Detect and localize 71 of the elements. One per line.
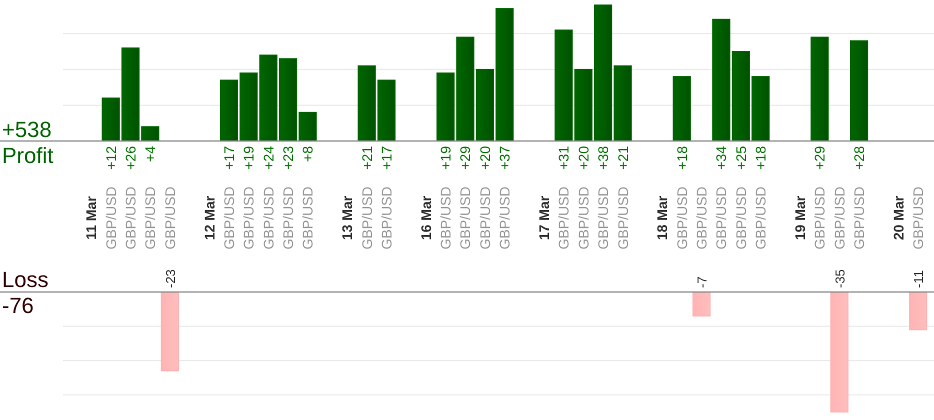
x-tick-label: GBP/USD bbox=[752, 186, 769, 250]
x-tick-label: GBP/USD bbox=[476, 186, 493, 250]
data-label: +12 bbox=[102, 146, 119, 170]
data-label: +20 bbox=[476, 146, 493, 170]
data-label: -11 bbox=[911, 270, 926, 288]
text: +538 bbox=[2, 117, 52, 142]
data-label: +20 bbox=[575, 146, 592, 170]
data-label: +28 bbox=[851, 146, 868, 170]
data-label: -7 bbox=[694, 276, 710, 288]
x-tick-label: GBP/USD bbox=[851, 186, 868, 250]
data-label: +29 bbox=[812, 146, 828, 170]
data-label: +23 bbox=[280, 146, 296, 170]
x-tick-label: GBP/USD bbox=[614, 186, 631, 250]
x-tick-label: GBP/USD bbox=[694, 186, 710, 250]
x-tick-label: GBP/USD bbox=[300, 186, 316, 250]
x-tick-label: 16 Mar bbox=[418, 195, 434, 240]
x-tick-label: GBP/USD bbox=[496, 186, 513, 250]
x-tick-label: GBP/USD bbox=[438, 186, 454, 250]
x-tick-label: GBP/USD bbox=[122, 186, 139, 250]
data-label: +25 bbox=[732, 146, 749, 170]
bar bbox=[810, 36, 829, 142]
data-label: +17 bbox=[378, 146, 394, 170]
bar bbox=[672, 76, 691, 142]
x-tick-label: 11 Mar bbox=[83, 196, 100, 240]
x-tick-label: GBP/USD bbox=[732, 186, 749, 250]
x-tick-label: GBP/USD bbox=[142, 186, 158, 250]
x-tick-label: GBP/USD bbox=[575, 186, 592, 250]
data-label: +29 bbox=[457, 146, 474, 170]
x-tick-label: GBP/USD bbox=[240, 186, 257, 250]
data-label: +38 bbox=[595, 146, 612, 170]
data-label: +19 bbox=[240, 146, 257, 170]
x-tick-label: GBP/USD bbox=[556, 186, 572, 250]
data-label: +19 bbox=[438, 146, 454, 170]
data-label: +26 bbox=[122, 146, 139, 170]
x-tick-label: GBP/USD bbox=[457, 186, 474, 250]
x-tick-label: GBP/USD bbox=[910, 186, 926, 250]
data-label: +8 bbox=[300, 146, 316, 162]
data-label: +37 bbox=[496, 146, 513, 170]
x-tick-label: GBP/USD bbox=[812, 186, 828, 250]
x-tick-label: GBP/USD bbox=[358, 186, 375, 250]
data-label: -35 bbox=[832, 269, 848, 288]
data-label: -23 bbox=[162, 269, 178, 288]
x-tick-label: GBP/USD bbox=[102, 186, 119, 250]
x-tick-label: 20 Mar bbox=[890, 195, 906, 240]
data-label: +4 bbox=[142, 146, 158, 162]
x-tick-label: GBP/USD bbox=[831, 186, 848, 250]
y-axis-title: Loss bbox=[2, 267, 48, 292]
x-tick-label: GBP/USD bbox=[713, 186, 730, 250]
data-label: +31 bbox=[556, 146, 572, 170]
x-tick-label: GBP/USD bbox=[595, 186, 612, 250]
data-label: +18 bbox=[674, 146, 690, 170]
x-tick-label: GBP/USD bbox=[280, 186, 296, 250]
x-tick-label: GBP/USD bbox=[260, 186, 276, 250]
x-tick-label: 13 Mar bbox=[339, 195, 356, 240]
x-tick-label: 12 Mar bbox=[201, 195, 218, 240]
y-axis-title: Profit bbox=[2, 143, 54, 168]
data-label: +17 bbox=[220, 146, 237, 170]
x-tick-label: 17 Mar bbox=[536, 195, 552, 240]
bar bbox=[850, 40, 868, 142]
x-tick-label: GBP/USD bbox=[162, 186, 178, 250]
text: -76 bbox=[2, 293, 34, 318]
data-label: +18 bbox=[752, 146, 769, 170]
x-tick-label: GBP/USD bbox=[674, 186, 690, 250]
x-tick-label: GBP/USD bbox=[378, 186, 394, 250]
data-label: +24 bbox=[260, 146, 276, 170]
data-label: +21 bbox=[358, 146, 375, 170]
data-label: +34 bbox=[713, 146, 730, 170]
x-tick-label: GBP/USD bbox=[220, 186, 237, 250]
x-tick-label: 18 Mar bbox=[654, 195, 670, 240]
x-tick-label: 19 Mar bbox=[792, 195, 808, 240]
data-label: +21 bbox=[614, 146, 631, 170]
